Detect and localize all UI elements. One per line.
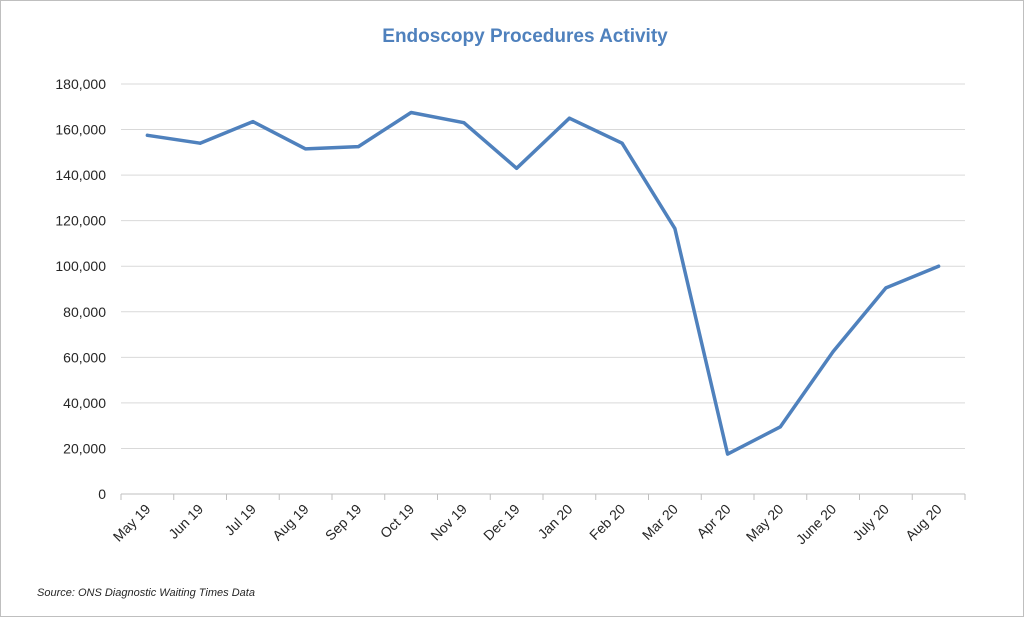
- x-tick-label: July 20: [849, 501, 892, 544]
- y-tick-label: 80,000: [63, 304, 106, 320]
- data-point: [673, 227, 676, 230]
- data-point: [568, 117, 571, 120]
- data-point: [832, 350, 835, 353]
- data-point: [884, 286, 887, 289]
- data-point: [251, 120, 254, 123]
- chart-title: Endoscopy Procedures Activity: [382, 26, 668, 47]
- y-tick-label: 60,000: [63, 349, 106, 365]
- data-point: [937, 265, 940, 268]
- y-tick-label: 160,000: [55, 122, 106, 138]
- y-tick-label: 0: [98, 486, 106, 502]
- x-tick-label: June 20: [793, 501, 840, 548]
- x-tick-label: Mar 20: [639, 501, 681, 543]
- series-layer: [146, 111, 940, 456]
- x-tick-label: Nov 19: [427, 501, 470, 544]
- x-tick-label: Jan 20: [534, 501, 575, 542]
- x-tick-label: Dec 19: [480, 501, 523, 544]
- y-tick-label: 120,000: [55, 213, 106, 229]
- data-point: [146, 134, 149, 137]
- x-tick-label: Aug 20: [902, 501, 945, 544]
- x-tick-label: Oct 19: [377, 501, 418, 542]
- data-point: [462, 121, 465, 124]
- data-point: [410, 111, 413, 114]
- data-point: [199, 142, 202, 145]
- line-chart: Endoscopy Procedures Activity 0 20,000 40,…: [0, 0, 1024, 617]
- data-point: [726, 453, 729, 456]
- x-tick-label: May 19: [110, 501, 154, 545]
- y-tick-label: 40,000: [63, 395, 106, 411]
- gridlines: [121, 84, 965, 448]
- y-tick-label: 20,000: [63, 440, 106, 456]
- data-point: [515, 167, 518, 170]
- data-point: [357, 145, 360, 148]
- x-tick-label: Feb 20: [586, 501, 628, 543]
- data-point: [779, 425, 782, 428]
- x-tick-label: Sep 19: [322, 501, 365, 544]
- source-note: Source: ONS Diagnostic Waiting Times Dat…: [37, 587, 255, 599]
- y-tick-label: 180,000: [55, 76, 106, 92]
- x-tick-label: Apr 20: [693, 501, 734, 542]
- y-axis: 0 20,000 40,000 60,000 80,000 100,000 120,000 1…: [55, 76, 106, 502]
- x-axis: May 19 Jun 19 Jul 19 Aug 19 Sep 19 Oct 19 Nov …: [110, 494, 965, 547]
- y-tick-label: 140,000: [55, 167, 106, 183]
- data-point: [621, 142, 624, 145]
- x-tick-label: Jul 19: [221, 501, 259, 539]
- x-tick-label: Jun 19: [165, 501, 206, 542]
- x-tick-label: Aug 19: [269, 501, 312, 544]
- x-tick-label: May 20: [743, 501, 787, 545]
- data-point: [304, 147, 307, 150]
- y-tick-label: 100,000: [55, 258, 106, 274]
